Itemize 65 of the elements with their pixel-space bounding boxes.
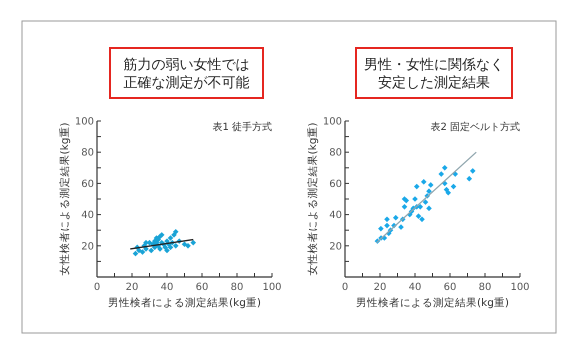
y-tick-label: 80 — [329, 148, 342, 159]
point — [172, 243, 179, 249]
point — [168, 244, 174, 250]
x-tick-label: 20 — [374, 282, 386, 293]
x-tick-label: 80 — [478, 282, 492, 293]
point — [378, 226, 384, 232]
point — [398, 224, 404, 230]
y-axis-title: 女性検者による測定結果(kg重) — [58, 122, 71, 276]
point — [168, 235, 174, 241]
x-tick-label: 0 — [94, 282, 100, 293]
point — [132, 250, 138, 256]
y-tick-label: 100 — [74, 116, 94, 128]
y-tick-label: 40 — [81, 210, 94, 222]
point — [157, 246, 163, 252]
y-tick-label: 60 — [81, 178, 94, 190]
y-tick-label: 20 — [81, 241, 94, 252]
point — [172, 228, 179, 235]
point — [428, 182, 434, 188]
x-tick-label: 100 — [510, 282, 530, 293]
point — [190, 240, 196, 246]
chart-title: 表2 固定ベルト方式 — [430, 121, 520, 133]
point — [422, 199, 428, 205]
y-tick-label: 60 — [329, 178, 342, 190]
point — [414, 184, 420, 190]
x-tick-label: 40 — [408, 282, 422, 293]
point — [419, 216, 425, 222]
y-axis-title: 女性検者による測定結果(kg重) — [306, 122, 319, 276]
y-tick-label: 80 — [81, 148, 94, 159]
point — [412, 196, 418, 202]
text: 安定した測定結果 — [378, 75, 490, 91]
point — [426, 206, 432, 212]
point — [445, 190, 452, 196]
text: 正確な測定が不可能 — [124, 75, 250, 91]
x-tick-label: 80 — [230, 282, 244, 293]
point — [450, 184, 456, 190]
point — [426, 188, 432, 194]
point — [466, 176, 472, 182]
point — [148, 248, 154, 254]
point — [442, 165, 448, 171]
point — [164, 248, 170, 254]
point — [140, 249, 146, 255]
point — [470, 168, 476, 174]
point — [416, 213, 422, 219]
x-tick-label: 40 — [160, 282, 174, 293]
point — [392, 214, 399, 221]
point — [162, 244, 168, 250]
x-tick-label: 100 — [262, 282, 282, 293]
x-axis-title: 男性検者による測定結果(kg重) — [356, 296, 509, 309]
x-axis-title: 男性検者による測定結果(kg重) — [108, 296, 261, 309]
y-tick-label: 20 — [329, 241, 342, 252]
y-tick-label: 40 — [329, 210, 342, 222]
point — [384, 216, 390, 222]
point — [185, 243, 191, 249]
chart-title: 表1 徒手方式 — [212, 121, 272, 133]
point — [438, 171, 444, 177]
x-tick-label: 60 — [444, 282, 456, 293]
point — [384, 222, 390, 228]
text: 筋力の弱い女性では — [124, 57, 250, 73]
x-tick-label: 20 — [126, 282, 138, 293]
x-tick-label: 0 — [342, 282, 348, 293]
point — [420, 179, 427, 185]
y-tick-label: 100 — [322, 116, 342, 128]
point — [402, 204, 408, 210]
x-tick-label: 60 — [196, 282, 208, 293]
text: 男性・女性に関係なく — [364, 57, 504, 73]
